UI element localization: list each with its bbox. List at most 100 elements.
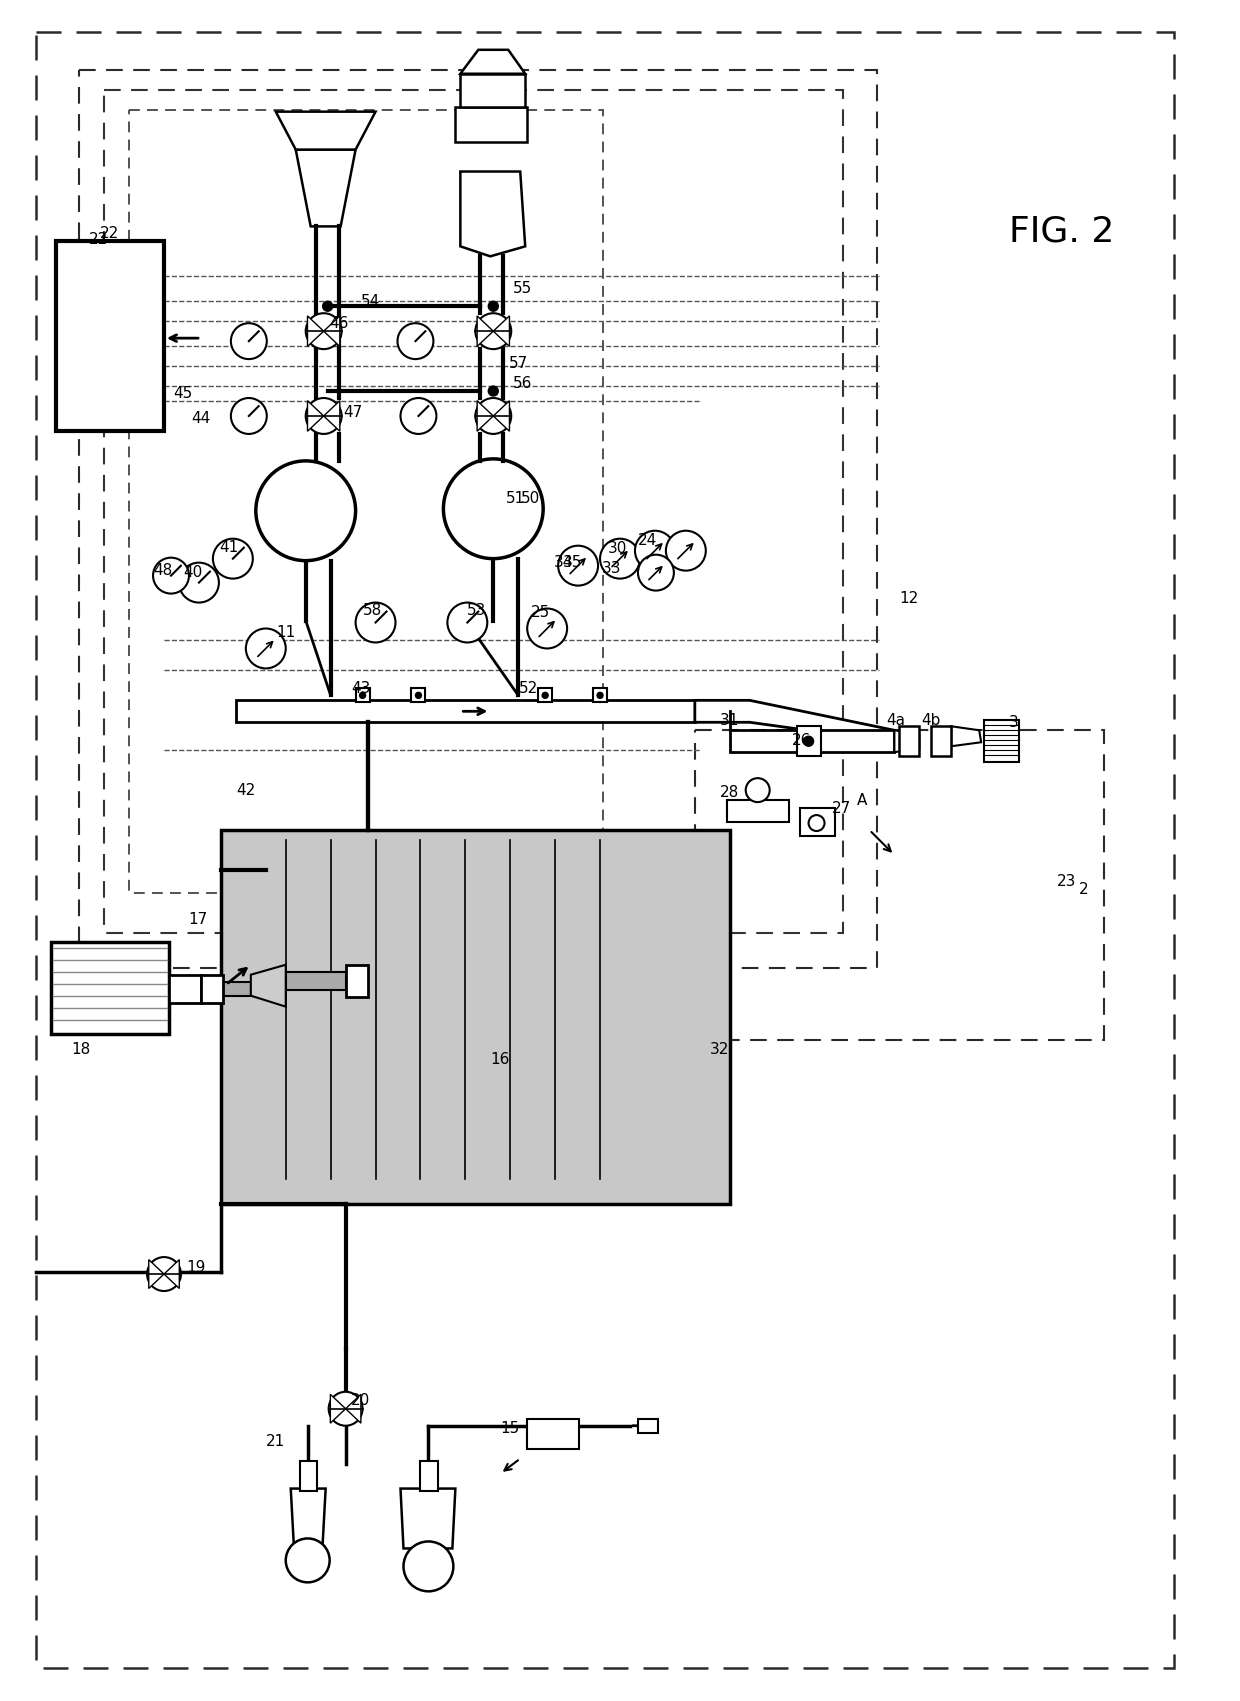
Circle shape xyxy=(804,737,813,747)
Bar xyxy=(420,1461,439,1490)
Text: 33: 33 xyxy=(603,561,621,577)
Polygon shape xyxy=(290,1488,326,1543)
Polygon shape xyxy=(494,316,510,347)
Circle shape xyxy=(356,602,396,643)
Circle shape xyxy=(285,1538,330,1582)
Text: 32: 32 xyxy=(711,1043,729,1056)
Circle shape xyxy=(666,531,706,570)
Text: 23: 23 xyxy=(1058,874,1076,890)
Bar xyxy=(727,799,789,822)
Bar xyxy=(899,726,919,757)
Circle shape xyxy=(306,398,342,434)
Circle shape xyxy=(231,323,267,359)
Bar xyxy=(300,1461,316,1490)
Text: 53: 53 xyxy=(466,604,486,617)
Text: 12: 12 xyxy=(900,590,919,606)
Text: 30: 30 xyxy=(608,541,626,556)
Text: 21: 21 xyxy=(267,1434,285,1449)
Polygon shape xyxy=(460,73,526,107)
Polygon shape xyxy=(694,701,894,742)
Bar xyxy=(931,726,951,757)
Text: A: A xyxy=(857,793,868,808)
Circle shape xyxy=(635,531,675,570)
Bar xyxy=(538,689,552,703)
Bar xyxy=(800,808,835,835)
Circle shape xyxy=(558,546,598,585)
Text: 47: 47 xyxy=(343,405,362,420)
Circle shape xyxy=(148,1257,181,1291)
Text: 22: 22 xyxy=(88,231,108,247)
Polygon shape xyxy=(295,150,356,226)
Text: 3: 3 xyxy=(1009,714,1019,730)
Text: 18: 18 xyxy=(72,1043,91,1056)
Circle shape xyxy=(527,609,567,648)
Text: 25: 25 xyxy=(531,606,549,621)
Circle shape xyxy=(475,313,511,349)
Text: 51: 51 xyxy=(506,492,525,507)
Circle shape xyxy=(596,692,603,699)
Bar xyxy=(201,975,223,1002)
Text: 22: 22 xyxy=(99,226,119,242)
Text: 11: 11 xyxy=(277,624,295,640)
Text: 2: 2 xyxy=(1079,883,1089,898)
Text: 50: 50 xyxy=(521,492,539,507)
Bar xyxy=(169,975,201,1002)
Polygon shape xyxy=(460,172,526,257)
Circle shape xyxy=(231,398,267,434)
Text: 44: 44 xyxy=(191,412,211,427)
Bar xyxy=(527,1419,579,1449)
Circle shape xyxy=(360,692,366,699)
Bar xyxy=(637,1419,658,1432)
Circle shape xyxy=(153,558,188,594)
Polygon shape xyxy=(308,401,324,432)
Circle shape xyxy=(808,815,825,832)
Text: 42: 42 xyxy=(236,782,255,798)
Polygon shape xyxy=(164,1260,180,1288)
Text: 45: 45 xyxy=(174,386,192,400)
Circle shape xyxy=(329,1391,362,1425)
Polygon shape xyxy=(401,1488,455,1548)
Bar xyxy=(346,964,367,997)
Text: 41: 41 xyxy=(219,541,238,555)
Polygon shape xyxy=(250,964,285,1007)
Bar xyxy=(236,701,694,723)
Text: 40: 40 xyxy=(184,565,202,580)
Text: 4a: 4a xyxy=(885,713,905,728)
Text: 28: 28 xyxy=(720,784,739,799)
Text: 58: 58 xyxy=(363,604,382,617)
Circle shape xyxy=(489,386,498,396)
Text: 17: 17 xyxy=(188,912,207,927)
Polygon shape xyxy=(894,730,919,752)
Text: 52: 52 xyxy=(518,680,538,696)
Circle shape xyxy=(403,1541,454,1592)
Polygon shape xyxy=(455,107,527,141)
Polygon shape xyxy=(477,316,494,347)
Circle shape xyxy=(415,692,422,699)
Text: 34: 34 xyxy=(553,555,573,570)
Text: 24: 24 xyxy=(639,532,657,548)
Text: 15: 15 xyxy=(501,1422,520,1436)
Bar xyxy=(223,981,250,995)
Polygon shape xyxy=(324,316,340,347)
Bar xyxy=(985,720,1019,762)
Text: 16: 16 xyxy=(491,1051,510,1067)
Polygon shape xyxy=(951,726,981,747)
Polygon shape xyxy=(324,401,340,432)
Polygon shape xyxy=(477,401,494,432)
Circle shape xyxy=(600,539,640,578)
Circle shape xyxy=(255,461,356,561)
Circle shape xyxy=(745,777,770,803)
Circle shape xyxy=(444,459,543,558)
Text: 43: 43 xyxy=(351,680,371,696)
Bar xyxy=(796,726,821,757)
Bar xyxy=(593,689,608,703)
Circle shape xyxy=(179,563,219,602)
Bar xyxy=(56,242,164,430)
Text: 48: 48 xyxy=(154,563,172,578)
Text: 20: 20 xyxy=(351,1393,371,1408)
Circle shape xyxy=(542,692,548,699)
Polygon shape xyxy=(149,1260,164,1288)
Bar xyxy=(285,971,346,990)
Bar xyxy=(356,689,370,703)
Polygon shape xyxy=(460,49,526,73)
